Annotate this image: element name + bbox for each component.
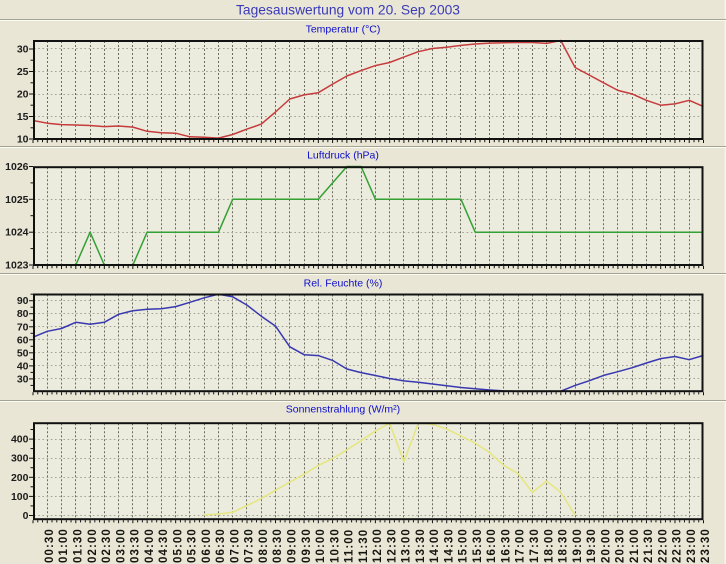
svg-text:Temperatur (°C): Temperatur (°C)	[306, 24, 381, 36]
svg-text:30: 30	[17, 373, 29, 385]
svg-text:19:00: 19:00	[572, 528, 584, 563]
svg-text:1023: 1023	[5, 260, 29, 272]
svg-text:16:00: 16:00	[486, 528, 498, 563]
svg-text:200: 200	[11, 472, 29, 484]
svg-text:00:30: 00:30	[44, 528, 56, 563]
svg-text:04:00: 04:00	[144, 528, 156, 563]
svg-text:10:00: 10:00	[315, 528, 327, 563]
svg-text:50: 50	[17, 347, 29, 359]
svg-text:40: 40	[17, 360, 29, 372]
svg-text:300: 300	[11, 453, 29, 465]
svg-text:1025: 1025	[5, 194, 29, 206]
svg-text:20:00: 20:00	[600, 528, 612, 563]
svg-text:18:30: 18:30	[558, 528, 570, 563]
svg-text:25: 25	[17, 66, 29, 78]
svg-text:80: 80	[17, 308, 29, 320]
svg-text:100: 100	[11, 491, 29, 503]
svg-text:21:00: 21:00	[629, 528, 641, 563]
svg-text:07:30: 07:30	[244, 528, 256, 563]
svg-text:04:30: 04:30	[158, 528, 170, 563]
svg-text:12:30: 12:30	[386, 528, 398, 563]
svg-text:09:00: 09:00	[287, 528, 299, 563]
svg-text:16:30: 16:30	[501, 528, 513, 563]
svg-text:13:00: 13:00	[401, 528, 413, 563]
svg-text:13:30: 13:30	[415, 528, 427, 563]
svg-text:20:30: 20:30	[615, 528, 627, 563]
svg-text:06:00: 06:00	[201, 528, 213, 563]
svg-text:05:30: 05:30	[187, 528, 199, 563]
svg-text:06:30: 06:30	[215, 528, 227, 563]
svg-text:10: 10	[17, 134, 29, 146]
svg-text:11:30: 11:30	[358, 529, 370, 563]
svg-text:15: 15	[17, 111, 29, 123]
svg-text:01:00: 01:00	[58, 528, 70, 563]
svg-text:60: 60	[17, 334, 29, 346]
svg-text:70: 70	[17, 321, 29, 333]
svg-text:23:00: 23:00	[686, 528, 698, 563]
svg-text:400: 400	[11, 434, 29, 446]
svg-text:14:00: 14:00	[429, 528, 441, 563]
svg-text:08:00: 08:00	[258, 528, 270, 563]
svg-text:09:30: 09:30	[301, 528, 313, 563]
svg-text:1026: 1026	[5, 161, 29, 173]
svg-text:23:30: 23:30	[700, 528, 712, 563]
svg-text:14:30: 14:30	[443, 528, 455, 563]
svg-text:20: 20	[17, 89, 29, 101]
svg-text:Rel. Feuchte (%): Rel. Feuchte (%)	[304, 278, 383, 290]
svg-text:12:00: 12:00	[372, 528, 384, 563]
svg-text:03:30: 03:30	[130, 528, 142, 563]
svg-text:15:00: 15:00	[458, 528, 470, 563]
svg-text:19:30: 19:30	[586, 528, 598, 563]
svg-text:02:00: 02:00	[87, 528, 99, 563]
svg-text:01:30: 01:30	[73, 528, 85, 563]
svg-text:03:00: 03:00	[115, 528, 127, 563]
svg-text:30: 30	[17, 44, 29, 56]
svg-text:0: 0	[23, 510, 29, 522]
svg-text:Sonnenstrahlung (W/m²): Sonnenstrahlung (W/m²)	[286, 404, 400, 416]
svg-text:Luftdruck (hPa): Luftdruck (hPa)	[307, 150, 379, 162]
svg-text:17:00: 17:00	[515, 528, 527, 563]
svg-text:1024: 1024	[5, 227, 29, 239]
svg-text:05:00: 05:00	[172, 528, 184, 563]
svg-text:90: 90	[17, 295, 29, 307]
svg-text:11:00: 11:00	[344, 529, 356, 563]
svg-text:08:30: 08:30	[272, 528, 284, 563]
svg-text:17:30: 17:30	[529, 528, 541, 563]
svg-text:07:00: 07:00	[229, 528, 241, 563]
svg-text:22:30: 22:30	[672, 528, 684, 563]
svg-text:22:00: 22:00	[657, 528, 669, 563]
svg-text:02:30: 02:30	[101, 528, 113, 563]
svg-text:10:30: 10:30	[329, 528, 341, 563]
svg-text:15:30: 15:30	[472, 528, 484, 563]
svg-text:Tagesauswertung vom 20. Sep 20: Tagesauswertung vom 20. Sep 2003	[236, 3, 460, 18]
svg-text:21:30: 21:30	[643, 528, 655, 563]
svg-text:18:00: 18:00	[543, 528, 555, 563]
